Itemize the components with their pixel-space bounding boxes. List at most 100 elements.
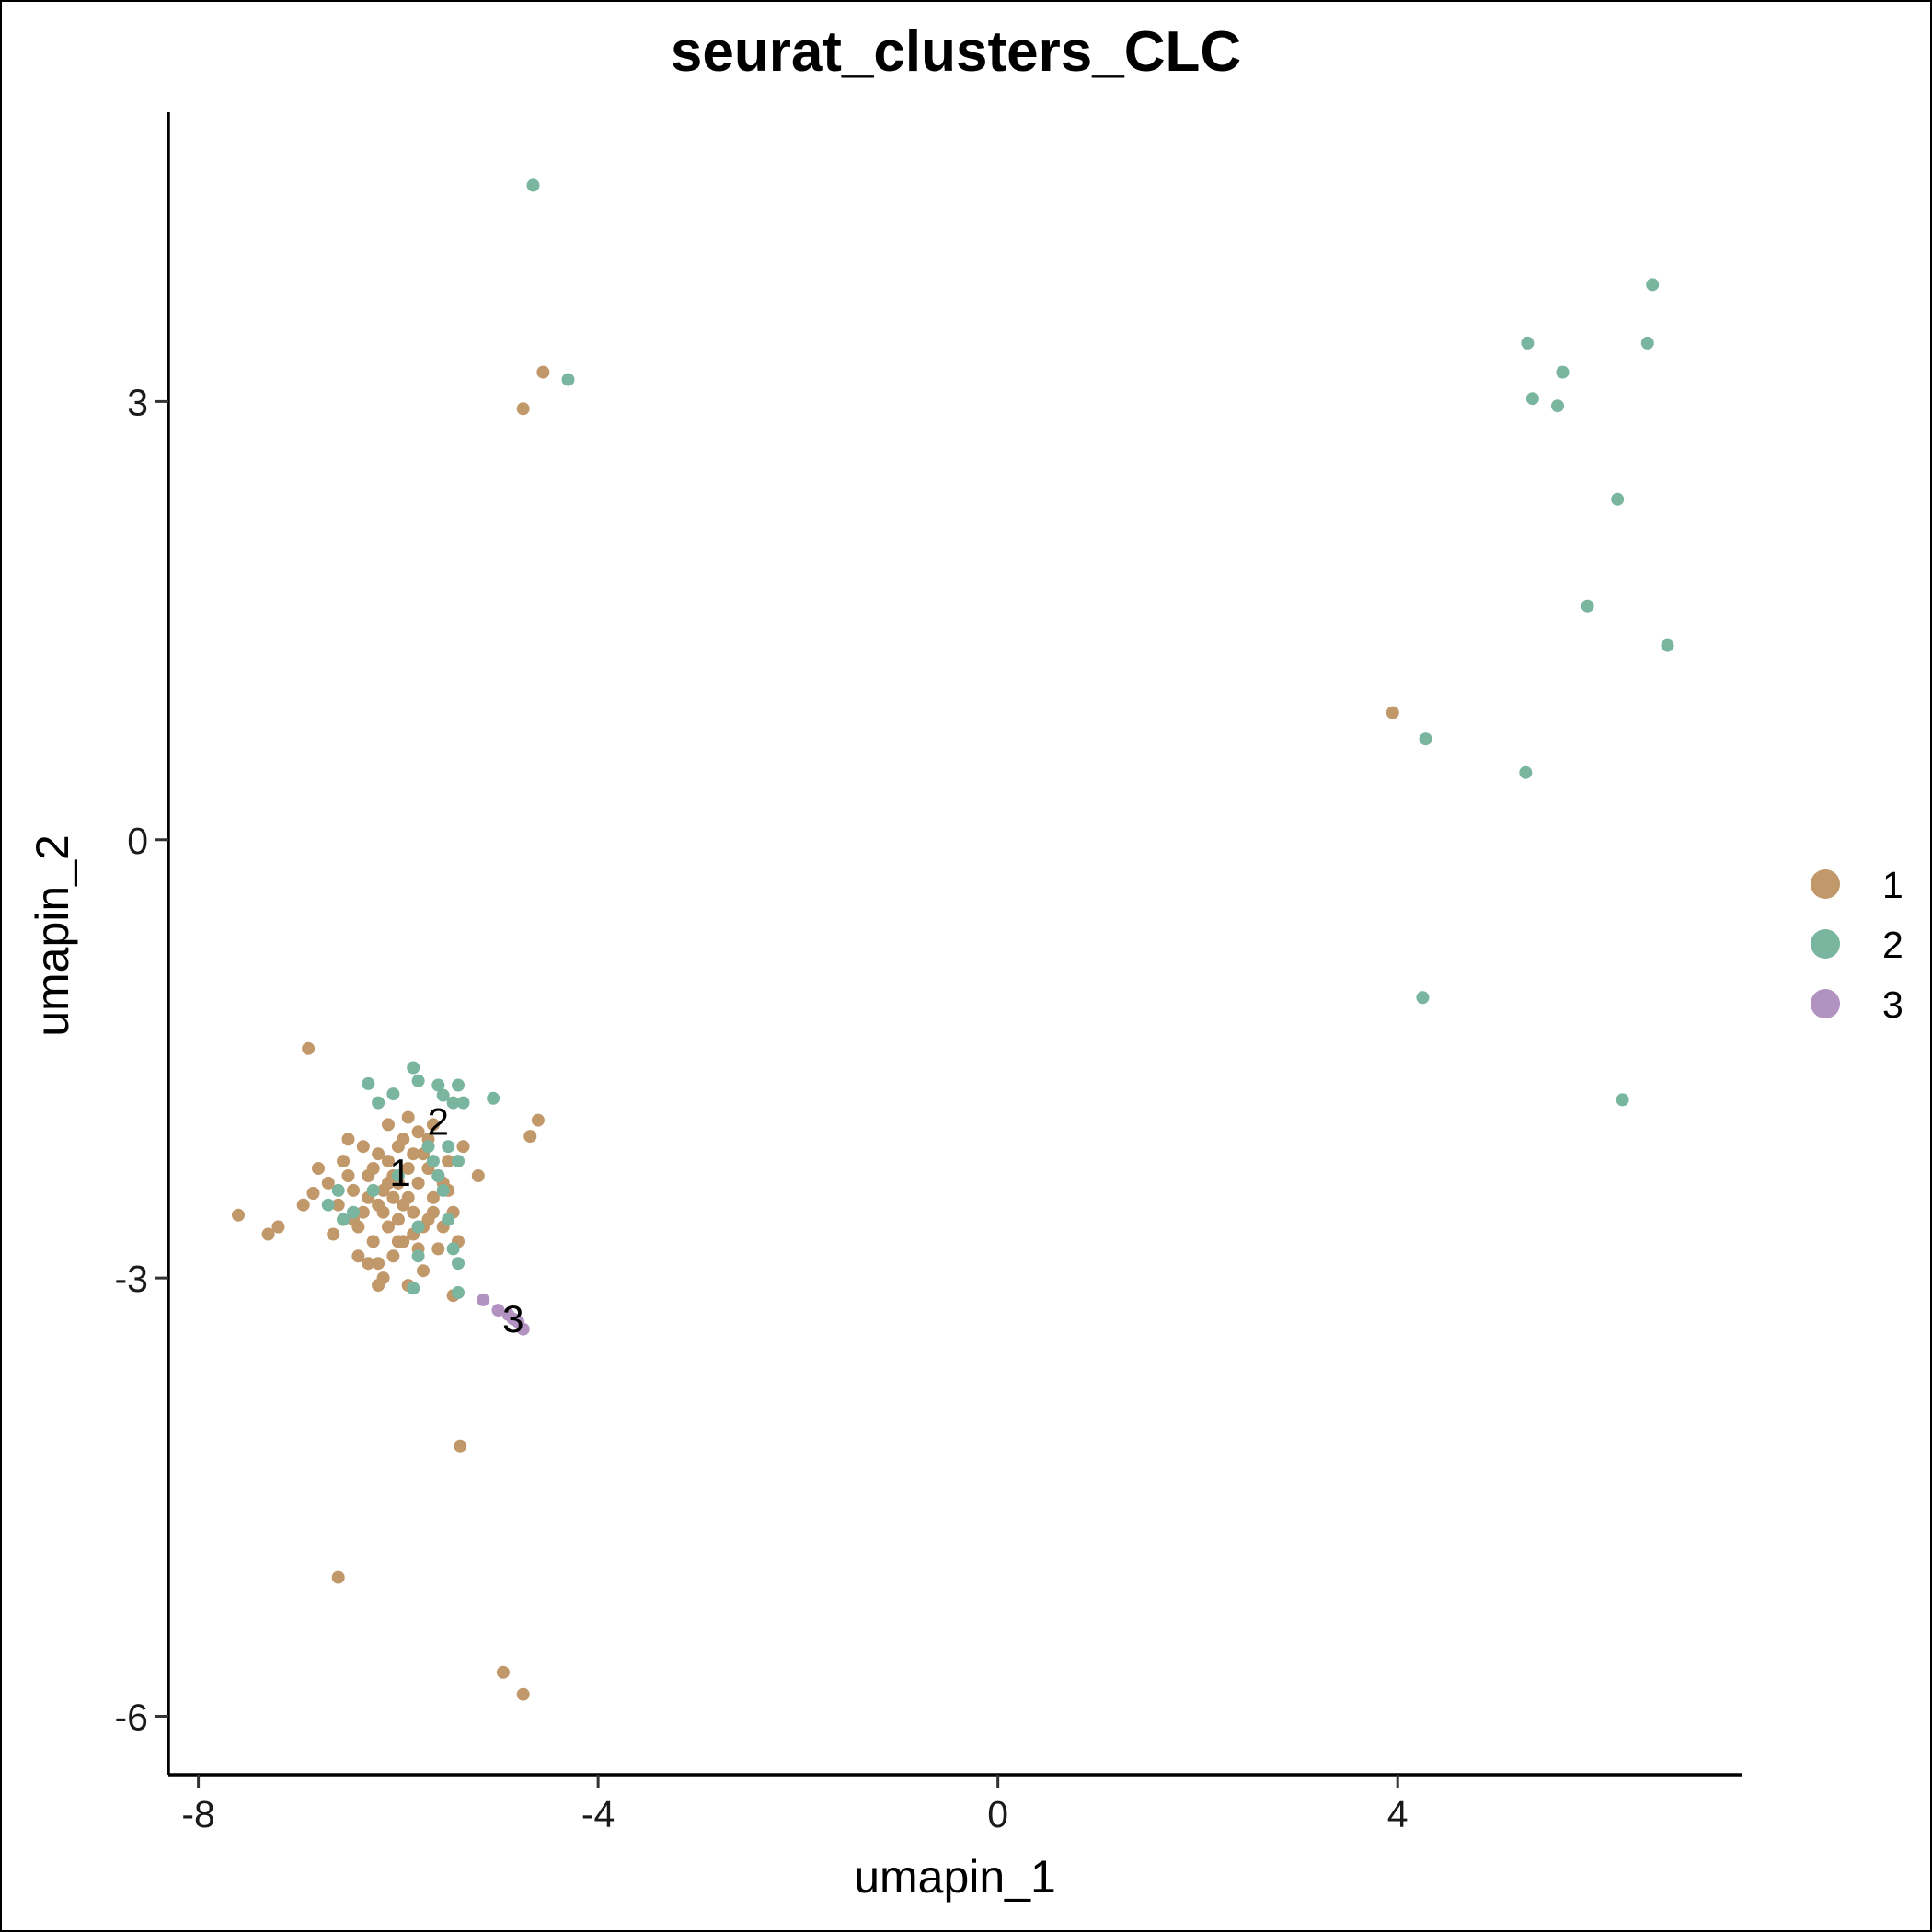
- x-axis-ticks: -8 -4 0 4: [181, 1775, 1409, 1835]
- point-cluster-1: [331, 1570, 345, 1584]
- point-cluster-2: [1525, 392, 1539, 406]
- point-cluster-2: [452, 1286, 465, 1299]
- point-cluster-1: [397, 1198, 410, 1212]
- point-cluster-3: [491, 1304, 505, 1317]
- point-cluster-1: [382, 1118, 395, 1132]
- x-tick-label: 0: [987, 1793, 1008, 1835]
- point-cluster-2: [431, 1169, 445, 1182]
- legend-label-1: 1: [1882, 864, 1903, 906]
- point-cluster-1: [327, 1227, 340, 1241]
- point-cluster-2: [442, 1140, 455, 1154]
- point-cluster-1: [366, 1235, 380, 1248]
- point-cluster-2: [347, 1205, 360, 1219]
- point-cluster-1: [454, 1439, 467, 1453]
- point-cluster-2: [442, 1213, 455, 1226]
- point-cluster-1: [426, 1118, 440, 1132]
- point-cluster-2: [1581, 599, 1594, 613]
- point-cluster-2: [1419, 732, 1432, 746]
- x-tick-label: -4: [581, 1793, 615, 1835]
- y-tick-label: -6: [115, 1696, 148, 1738]
- point-cluster-2: [321, 1198, 335, 1212]
- point-cluster-1: [362, 1257, 375, 1271]
- point-cluster-2: [436, 1183, 450, 1197]
- point-cluster-1: [411, 1176, 425, 1190]
- point-cluster-2: [421, 1140, 435, 1154]
- point-cluster-1: [1386, 706, 1399, 719]
- point-cluster-2: [526, 178, 540, 192]
- point-cluster-1: [232, 1208, 245, 1222]
- point-cluster-2: [561, 373, 575, 386]
- point-cluster-2: [411, 1220, 425, 1234]
- point-cluster-2: [446, 1096, 460, 1110]
- point-cluster-1: [516, 402, 530, 416]
- point-cluster-1: [471, 1169, 485, 1182]
- point-cluster-2: [407, 1282, 420, 1295]
- chart-title: seurat_clusters_CLC: [671, 20, 1241, 84]
- point-cluster-1: [431, 1242, 445, 1256]
- point-cluster-2: [366, 1183, 380, 1197]
- y-tick-label: 0: [127, 820, 148, 862]
- point-cluster-1: [372, 1257, 385, 1271]
- legend-key-3: [1811, 989, 1840, 1018]
- point-cluster-1: [356, 1205, 370, 1219]
- cluster-label-3: 3: [502, 1297, 523, 1340]
- point-cluster-2: [452, 1257, 465, 1271]
- point-cluster-1: [496, 1665, 510, 1679]
- point-cluster-1: [417, 1264, 430, 1278]
- x-tick-label: -8: [181, 1793, 214, 1835]
- x-axis-title: umapin_1: [854, 1851, 1056, 1903]
- legend: 1 2 3: [1811, 864, 1903, 1026]
- point-cluster-1: [376, 1271, 390, 1285]
- point-cluster-2: [407, 1061, 420, 1075]
- points-layer: [232, 178, 1674, 1701]
- point-cluster-2: [487, 1091, 500, 1105]
- point-cluster-2: [411, 1249, 425, 1263]
- point-cluster-2: [1556, 365, 1570, 379]
- point-cluster-1: [366, 1162, 380, 1175]
- point-cluster-2: [452, 1155, 465, 1168]
- point-cluster-1: [331, 1198, 345, 1212]
- point-cluster-1: [382, 1220, 395, 1234]
- point-cluster-2: [1551, 399, 1564, 413]
- point-cluster-1: [347, 1183, 360, 1197]
- point-cluster-1: [386, 1249, 400, 1263]
- point-cluster-1: [261, 1227, 275, 1241]
- point-cluster-2: [1521, 336, 1535, 350]
- x-tick-label: 4: [1387, 1793, 1409, 1835]
- point-cluster-2: [362, 1076, 375, 1090]
- y-axis-title: umapin_2: [27, 834, 78, 1037]
- point-cluster-1: [401, 1110, 415, 1124]
- point-cluster-1: [411, 1125, 425, 1139]
- point-cluster-1: [442, 1155, 455, 1168]
- point-cluster-2: [1616, 1093, 1629, 1107]
- point-cluster-1: [456, 1140, 470, 1154]
- legend-key-1: [1811, 869, 1840, 899]
- point-cluster-3: [516, 1322, 530, 1336]
- point-cluster-1: [536, 365, 550, 379]
- point-cluster-2: [1640, 336, 1654, 350]
- legend-label-3: 3: [1882, 983, 1903, 1026]
- point-cluster-1: [296, 1198, 310, 1212]
- point-cluster-2: [372, 1096, 385, 1110]
- point-cluster-1: [426, 1190, 440, 1204]
- point-cluster-1: [426, 1205, 440, 1219]
- y-tick-label: -3: [115, 1258, 148, 1300]
- point-cluster-2: [1611, 492, 1625, 506]
- point-cluster-1: [391, 1235, 405, 1248]
- point-cluster-3: [506, 1312, 520, 1326]
- point-cluster-1: [407, 1147, 420, 1161]
- point-cluster-2: [331, 1183, 345, 1197]
- point-cluster-1: [341, 1133, 355, 1146]
- point-cluster-2: [411, 1074, 425, 1087]
- point-cluster-1: [302, 1041, 316, 1055]
- point-cluster-1: [341, 1169, 355, 1182]
- point-cluster-1: [356, 1140, 370, 1154]
- point-cluster-2: [456, 1096, 470, 1110]
- point-cluster-2: [391, 1169, 405, 1182]
- point-cluster-1: [386, 1190, 400, 1204]
- point-cluster-1: [337, 1155, 351, 1168]
- point-cluster-2: [386, 1087, 400, 1101]
- point-cluster-2: [1661, 638, 1674, 652]
